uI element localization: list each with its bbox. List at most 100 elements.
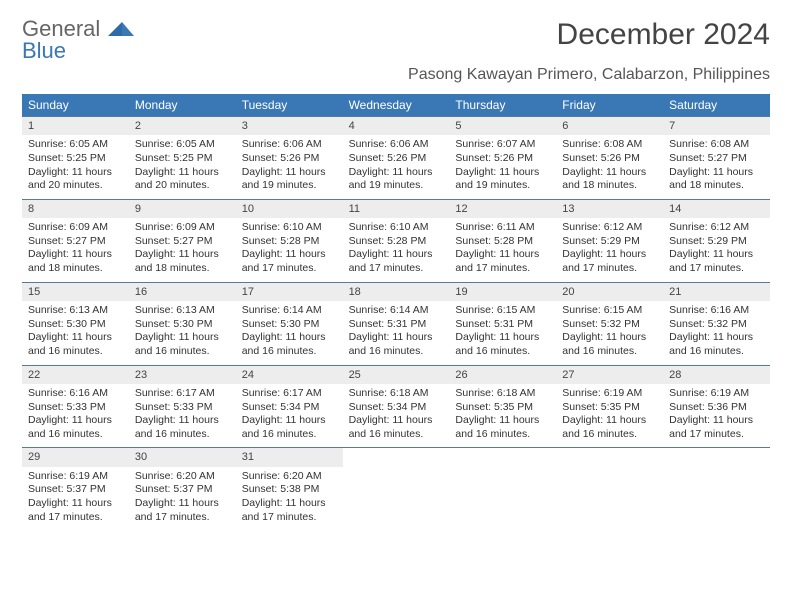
day-info: Sunrise: 6:13 AMSunset: 5:30 PMDaylight:… xyxy=(22,301,129,365)
day-info-line: and 19 minutes. xyxy=(349,179,444,193)
dow-header: Tuesday xyxy=(236,94,343,116)
day-number: 31 xyxy=(236,448,343,466)
day-info-line: Sunrise: 6:12 AM xyxy=(669,221,764,235)
day-number: 4 xyxy=(343,117,450,135)
day-number: 29 xyxy=(22,448,129,466)
day-info-line: Sunset: 5:26 PM xyxy=(349,152,444,166)
day-cell: 12Sunrise: 6:11 AMSunset: 5:28 PMDayligh… xyxy=(449,199,556,282)
day-info-line: Sunrise: 6:07 AM xyxy=(455,138,550,152)
day-info-line: and 17 minutes. xyxy=(28,511,123,525)
day-info-line: Sunset: 5:28 PM xyxy=(455,235,550,249)
day-info-line: Sunset: 5:29 PM xyxy=(562,235,657,249)
day-info-line: Sunrise: 6:05 AM xyxy=(28,138,123,152)
day-number: 5 xyxy=(449,117,556,135)
day-info-line: Sunrise: 6:13 AM xyxy=(135,304,230,318)
day-info-line: and 16 minutes. xyxy=(242,428,337,442)
day-info: Sunrise: 6:05 AMSunset: 5:25 PMDaylight:… xyxy=(129,135,236,199)
day-info: Sunrise: 6:06 AMSunset: 5:26 PMDaylight:… xyxy=(236,135,343,199)
day-info: Sunrise: 6:10 AMSunset: 5:28 PMDaylight:… xyxy=(236,218,343,282)
day-info-line: Daylight: 11 hours xyxy=(455,166,550,180)
day-number: 27 xyxy=(556,366,663,384)
day-cell: 31Sunrise: 6:20 AMSunset: 5:38 PMDayligh… xyxy=(236,447,343,530)
day-cell: 26Sunrise: 6:18 AMSunset: 5:35 PMDayligh… xyxy=(449,365,556,448)
day-info: Sunrise: 6:18 AMSunset: 5:34 PMDaylight:… xyxy=(343,384,450,448)
day-info-line: Sunset: 5:32 PM xyxy=(669,318,764,332)
day-info-line: and 16 minutes. xyxy=(28,345,123,359)
day-number: 18 xyxy=(343,283,450,301)
logo-line2: Blue xyxy=(22,38,66,63)
day-info-line: Sunrise: 6:15 AM xyxy=(562,304,657,318)
day-info-line: Sunrise: 6:06 AM xyxy=(349,138,444,152)
day-info: Sunrise: 6:11 AMSunset: 5:28 PMDaylight:… xyxy=(449,218,556,282)
day-info-line: Daylight: 11 hours xyxy=(28,166,123,180)
day-number: 6 xyxy=(556,117,663,135)
day-info-line: and 16 minutes. xyxy=(562,428,657,442)
day-info-line: Sunrise: 6:08 AM xyxy=(562,138,657,152)
day-number: 2 xyxy=(129,117,236,135)
day-info-line: Sunrise: 6:05 AM xyxy=(135,138,230,152)
day-info-line: Daylight: 11 hours xyxy=(349,248,444,262)
day-cell: 9Sunrise: 6:09 AMSunset: 5:27 PMDaylight… xyxy=(129,199,236,282)
day-info-line: Sunrise: 6:14 AM xyxy=(349,304,444,318)
day-info: Sunrise: 6:13 AMSunset: 5:30 PMDaylight:… xyxy=(129,301,236,365)
day-cell: 16Sunrise: 6:13 AMSunset: 5:30 PMDayligh… xyxy=(129,282,236,365)
day-info-line: Sunrise: 6:10 AM xyxy=(242,221,337,235)
day-info: Sunrise: 6:14 AMSunset: 5:31 PMDaylight:… xyxy=(343,301,450,365)
day-info-line: Sunset: 5:25 PM xyxy=(135,152,230,166)
day-info-line: and 16 minutes. xyxy=(135,345,230,359)
day-number: 22 xyxy=(22,366,129,384)
day-info-line: Daylight: 11 hours xyxy=(455,414,550,428)
day-number: 30 xyxy=(129,448,236,466)
day-info-line: Sunrise: 6:11 AM xyxy=(455,221,550,235)
day-info-line: Daylight: 11 hours xyxy=(242,497,337,511)
day-info-line: Sunrise: 6:16 AM xyxy=(669,304,764,318)
day-info-line: Sunrise: 6:18 AM xyxy=(455,387,550,401)
day-info-line: and 20 minutes. xyxy=(135,179,230,193)
day-number: 17 xyxy=(236,283,343,301)
day-info-line: and 19 minutes. xyxy=(242,179,337,193)
day-info-line: Sunrise: 6:17 AM xyxy=(242,387,337,401)
day-cell: 22Sunrise: 6:16 AMSunset: 5:33 PMDayligh… xyxy=(22,365,129,448)
day-number: 13 xyxy=(556,200,663,218)
day-info-line: Daylight: 11 hours xyxy=(669,331,764,345)
day-info: Sunrise: 6:14 AMSunset: 5:30 PMDaylight:… xyxy=(236,301,343,365)
day-info-line: Sunset: 5:27 PM xyxy=(135,235,230,249)
day-number: 28 xyxy=(663,366,770,384)
day-info-line: and 16 minutes. xyxy=(455,345,550,359)
day-cell: 6Sunrise: 6:08 AMSunset: 5:26 PMDaylight… xyxy=(556,116,663,199)
day-info-line: Sunset: 5:33 PM xyxy=(135,401,230,415)
dow-header: Saturday xyxy=(663,94,770,116)
day-number: 11 xyxy=(343,200,450,218)
day-info-line: Sunrise: 6:08 AM xyxy=(669,138,764,152)
day-info-line: Sunrise: 6:09 AM xyxy=(135,221,230,235)
day-info-line: Sunrise: 6:15 AM xyxy=(455,304,550,318)
day-info-line: Sunset: 5:38 PM xyxy=(242,483,337,497)
day-info: Sunrise: 6:15 AMSunset: 5:32 PMDaylight:… xyxy=(556,301,663,365)
day-number: 7 xyxy=(663,117,770,135)
day-info-line: Sunset: 5:30 PM xyxy=(135,318,230,332)
day-info-line: and 16 minutes. xyxy=(349,428,444,442)
day-number: 8 xyxy=(22,200,129,218)
day-cell: 30Sunrise: 6:20 AMSunset: 5:37 PMDayligh… xyxy=(129,447,236,530)
subtitle: Pasong Kawayan Primero, Calabarzon, Phil… xyxy=(22,66,770,84)
day-info-line: Sunrise: 6:06 AM xyxy=(242,138,337,152)
day-info-line: Sunrise: 6:16 AM xyxy=(28,387,123,401)
day-number: 24 xyxy=(236,366,343,384)
day-info-line: Sunset: 5:30 PM xyxy=(242,318,337,332)
day-info-line: and 17 minutes. xyxy=(135,511,230,525)
day-info-line: and 16 minutes. xyxy=(349,345,444,359)
day-info-line: Sunrise: 6:19 AM xyxy=(28,470,123,484)
day-info: Sunrise: 6:19 AMSunset: 5:37 PMDaylight:… xyxy=(22,467,129,531)
day-cell: 1Sunrise: 6:05 AMSunset: 5:25 PMDaylight… xyxy=(22,116,129,199)
day-cell: 8Sunrise: 6:09 AMSunset: 5:27 PMDaylight… xyxy=(22,199,129,282)
day-cell: 28Sunrise: 6:19 AMSunset: 5:36 PMDayligh… xyxy=(663,365,770,448)
day-info: Sunrise: 6:20 AMSunset: 5:38 PMDaylight:… xyxy=(236,467,343,531)
day-info-line: Daylight: 11 hours xyxy=(135,166,230,180)
day-info-line: Sunset: 5:35 PM xyxy=(562,401,657,415)
day-info-line: Sunset: 5:27 PM xyxy=(669,152,764,166)
logo: General Blue xyxy=(22,18,134,62)
day-info: Sunrise: 6:19 AMSunset: 5:36 PMDaylight:… xyxy=(663,384,770,448)
day-info: Sunrise: 6:12 AMSunset: 5:29 PMDaylight:… xyxy=(663,218,770,282)
day-info-line: Sunset: 5:35 PM xyxy=(455,401,550,415)
day-info-line: Sunset: 5:32 PM xyxy=(562,318,657,332)
